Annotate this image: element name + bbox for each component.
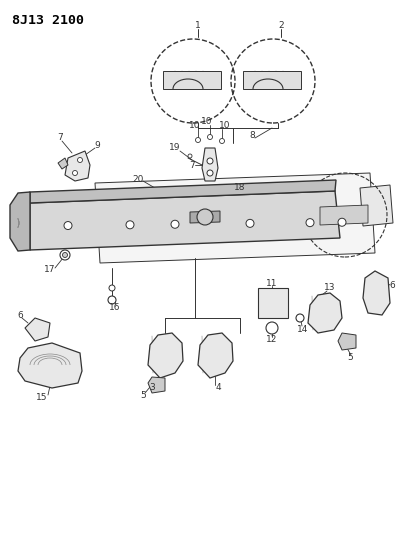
- Circle shape: [220, 139, 224, 143]
- Text: 7: 7: [57, 133, 63, 142]
- Text: 4: 4: [215, 384, 221, 392]
- Text: 10: 10: [189, 120, 201, 130]
- Circle shape: [77, 157, 83, 163]
- Text: 2: 2: [278, 20, 284, 29]
- Text: 6: 6: [17, 311, 23, 319]
- Text: 5: 5: [140, 391, 146, 400]
- Text: 17: 17: [44, 265, 56, 274]
- Circle shape: [126, 221, 134, 229]
- Circle shape: [207, 170, 213, 176]
- Circle shape: [306, 219, 314, 227]
- Text: 1: 1: [195, 20, 201, 29]
- Circle shape: [246, 220, 254, 228]
- Polygon shape: [363, 271, 390, 315]
- Circle shape: [266, 322, 278, 334]
- Circle shape: [108, 296, 116, 304]
- Text: 8: 8: [249, 131, 255, 140]
- Polygon shape: [25, 318, 50, 341]
- Polygon shape: [190, 211, 220, 223]
- Polygon shape: [148, 333, 183, 378]
- Polygon shape: [95, 173, 375, 263]
- Text: 12: 12: [266, 335, 278, 344]
- Text: 16: 16: [109, 303, 121, 312]
- Circle shape: [207, 134, 213, 140]
- Text: 19: 19: [169, 143, 181, 152]
- Polygon shape: [30, 191, 340, 250]
- Polygon shape: [10, 192, 30, 251]
- Text: 10: 10: [219, 122, 231, 131]
- Text: 5: 5: [347, 353, 353, 362]
- Text: 7: 7: [189, 160, 195, 169]
- Text: 14: 14: [297, 326, 309, 335]
- Text: 3: 3: [149, 384, 155, 392]
- Circle shape: [62, 253, 68, 257]
- Circle shape: [338, 218, 346, 226]
- Polygon shape: [202, 148, 218, 181]
- Text: 6: 6: [389, 280, 395, 289]
- Polygon shape: [148, 377, 165, 393]
- Circle shape: [109, 285, 115, 291]
- Polygon shape: [65, 151, 90, 181]
- Circle shape: [171, 220, 179, 228]
- Text: 15: 15: [36, 393, 48, 402]
- Polygon shape: [360, 185, 393, 226]
- Circle shape: [196, 138, 200, 142]
- Polygon shape: [18, 343, 82, 388]
- Circle shape: [72, 171, 77, 175]
- Circle shape: [197, 209, 213, 225]
- Polygon shape: [163, 71, 221, 89]
- Text: 11: 11: [266, 279, 278, 287]
- Text: 8J13 2100: 8J13 2100: [12, 14, 84, 27]
- Polygon shape: [320, 205, 368, 225]
- Polygon shape: [308, 293, 342, 333]
- Circle shape: [64, 222, 72, 230]
- Circle shape: [296, 314, 304, 322]
- Polygon shape: [198, 333, 233, 378]
- Polygon shape: [243, 71, 301, 89]
- Text: 9: 9: [94, 141, 100, 150]
- Circle shape: [207, 158, 213, 164]
- Text: 10: 10: [201, 117, 213, 126]
- Polygon shape: [30, 180, 336, 203]
- Circle shape: [60, 250, 70, 260]
- Polygon shape: [258, 288, 288, 318]
- Polygon shape: [338, 333, 356, 350]
- Text: 13: 13: [324, 284, 336, 293]
- Polygon shape: [58, 158, 68, 169]
- Text: 20: 20: [132, 175, 144, 184]
- Text: 18: 18: [234, 183, 246, 192]
- Circle shape: [188, 154, 192, 158]
